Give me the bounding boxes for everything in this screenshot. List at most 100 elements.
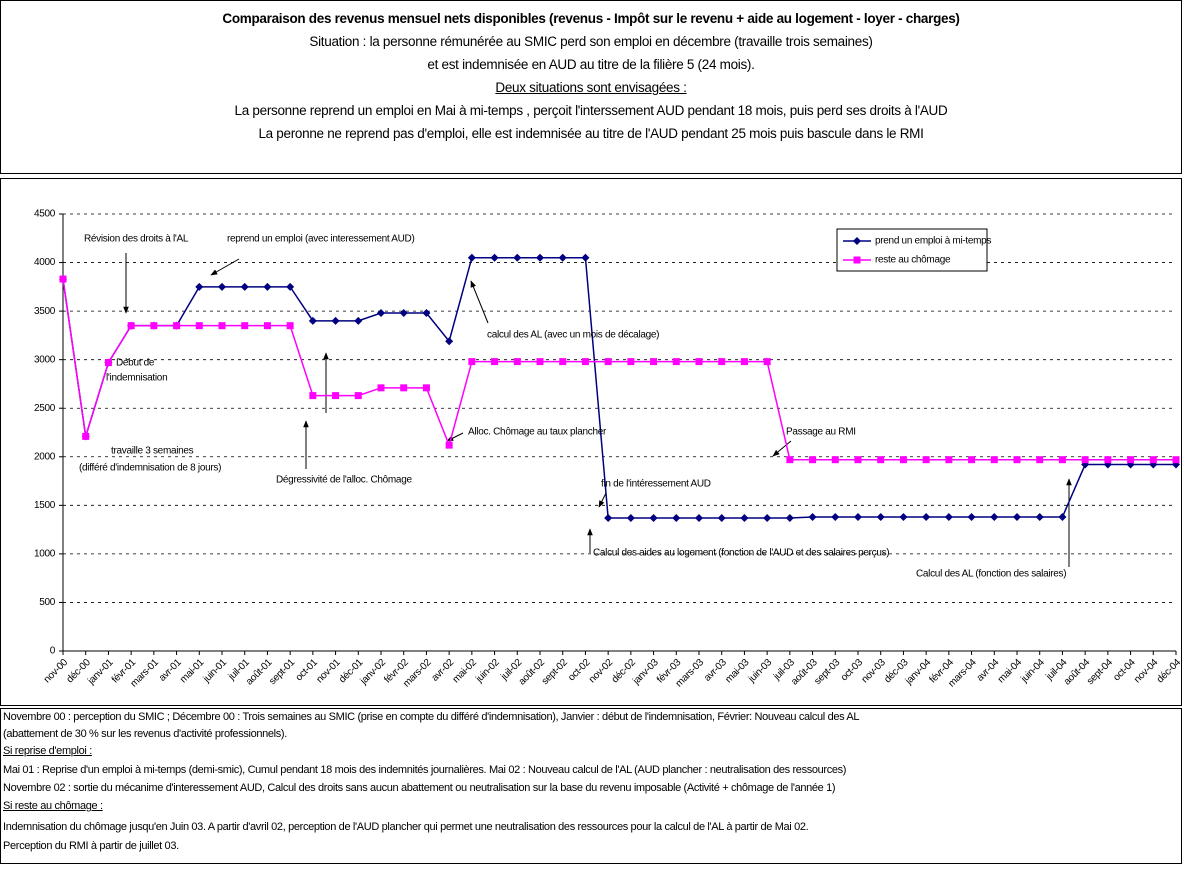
point (1036, 456, 1044, 464)
y-tick-label: 500 (39, 597, 56, 608)
point (945, 456, 953, 464)
arrow (598, 492, 607, 508)
point (627, 358, 635, 366)
point (445, 441, 453, 449)
legend-label: prend un emploi à mi-temps (875, 236, 991, 247)
point (740, 513, 749, 522)
x-tick-label: mai-04 (996, 657, 1025, 686)
header-line: La personne reprend un emploi en Mai à m… (234, 103, 948, 118)
y-tick-label: 1000 (34, 549, 56, 560)
note: Perception du RMI à partir de juillet 03… (3, 840, 179, 852)
point (173, 322, 181, 330)
point (604, 513, 613, 522)
point (717, 513, 726, 522)
point (286, 322, 294, 330)
point (922, 456, 930, 464)
point (763, 358, 771, 366)
x-tick-label: sept-03 (812, 657, 842, 687)
annotation: Alloc. Chômage au taux plancher (468, 427, 607, 438)
point (104, 359, 112, 367)
point (354, 316, 363, 325)
header: Comparaison des revenus mensuel nets dis… (0, 0, 1182, 174)
point (218, 282, 226, 291)
point (490, 253, 499, 262)
point (1149, 456, 1157, 464)
point (877, 456, 885, 464)
point (1127, 456, 1135, 464)
y-tick-label: 1500 (34, 500, 56, 511)
x-tick-label: juin-01 (201, 657, 230, 686)
x-tick-label: janv-03 (630, 657, 661, 688)
point (422, 309, 431, 318)
point (332, 392, 340, 400)
point (308, 316, 317, 325)
x-tick-label: nov-02 (587, 657, 616, 686)
point (536, 253, 544, 262)
point (854, 456, 862, 464)
point (809, 456, 817, 464)
notes: Novembre 00 : perception du SMIC ; Décem… (0, 708, 1182, 864)
annotation: Révision des droits à l'AL (84, 234, 189, 245)
point (468, 358, 476, 366)
point (399, 309, 408, 318)
point (1058, 456, 1066, 464)
point (491, 358, 499, 366)
point (672, 358, 680, 366)
annotation: calcul des AL (avec un mois de décalage) (487, 330, 659, 341)
point (1013, 456, 1021, 464)
point (967, 512, 976, 521)
y-tick-label: 3500 (34, 306, 56, 317)
point (853, 256, 861, 264)
point (650, 358, 658, 366)
x-tick-label: sept-04 (1085, 657, 1115, 687)
x-tick-label: mai-02 (451, 657, 480, 686)
point (968, 456, 976, 464)
point (195, 282, 204, 291)
header-line: La peronne ne reprend pas d'emploi, elle… (258, 126, 924, 141)
point (263, 282, 272, 291)
annotation: l'indemnisation (106, 373, 167, 384)
arrows (123, 253, 1072, 567)
annotation: Début de (116, 358, 155, 369)
point (445, 337, 454, 346)
annotations: Révision des droits à l'AL reprend un em… (79, 234, 1067, 580)
x-tick-label: juin-02 (473, 657, 502, 686)
arrow (210, 258, 240, 276)
legend-box (836, 228, 988, 272)
header-line: Situation : la personne rémunérée au SMI… (309, 34, 873, 49)
annotation: reprend un emploi (avec interessement AU… (227, 234, 415, 245)
point (626, 513, 635, 522)
point (241, 322, 249, 330)
point (59, 275, 67, 283)
annotation: fin de l'intéressement AUD (601, 479, 711, 490)
annotation: (différé d'indemnisation de 8 jours) (79, 463, 221, 474)
note: Indemnisation du chômage jusqu'en Juin 0… (3, 821, 809, 833)
point (853, 237, 861, 245)
point (944, 512, 953, 521)
note: Novembre 02 : sortie du mécanime d'inter… (3, 782, 836, 794)
point (831, 456, 839, 464)
point (899, 456, 907, 464)
point (581, 358, 589, 366)
arrow (446, 432, 464, 442)
point (1035, 512, 1044, 521)
point (718, 358, 726, 366)
point (422, 384, 430, 392)
y-tick-label: 2500 (34, 403, 56, 414)
point (922, 512, 931, 521)
x-tick-label: juin-03 (746, 657, 775, 686)
point (513, 358, 521, 366)
x-tick-label: janv-02 (358, 657, 389, 688)
point (604, 358, 612, 366)
point (786, 456, 794, 464)
y-tick-label: 2000 (34, 451, 56, 462)
point (263, 322, 271, 330)
y-tick-label: 4500 (34, 209, 56, 220)
point (1172, 456, 1180, 464)
point (240, 282, 249, 291)
x-tick-label: juin-04 (1018, 657, 1047, 686)
point (82, 432, 90, 440)
point (695, 358, 703, 366)
annotation: Dégressivité de l'alloc. Chômage (276, 475, 412, 486)
point (1013, 512, 1021, 521)
